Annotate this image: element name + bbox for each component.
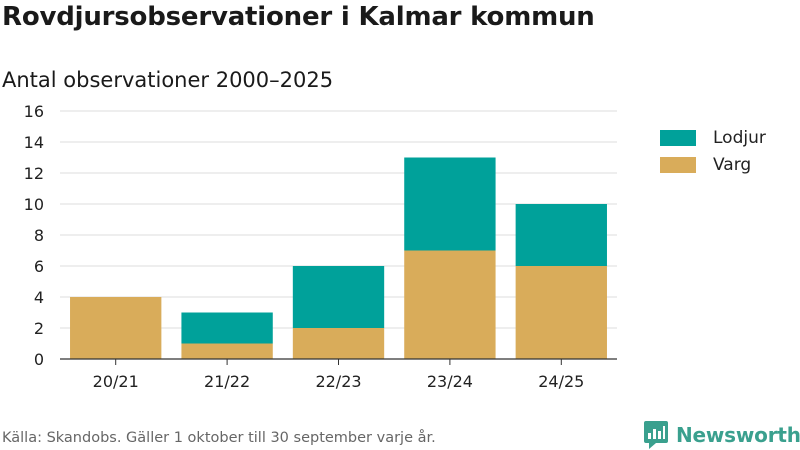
x-tick-label: 23/24 [427, 372, 473, 391]
bars [70, 157, 607, 359]
bar-varg-20-21 [70, 297, 162, 359]
legend: Lodjur Varg [660, 128, 766, 182]
bar-lodjur-21-22 [181, 312, 273, 344]
y-tick-label: 6 [34, 257, 44, 276]
y-tick-label: 14 [24, 133, 44, 152]
y-tick-label: 16 [24, 102, 44, 121]
brand-name: Newsworthy [676, 423, 800, 447]
bar-lodjur-22-23 [292, 266, 385, 328]
x-tick-label: 22/23 [315, 372, 361, 391]
bar-varg-23-24 [404, 250, 496, 359]
y-tick-label: 0 [34, 350, 44, 369]
brand[interactable]: Newsworthy [643, 420, 800, 450]
bar-lodjur-24-25 [515, 204, 607, 266]
legend-label-lodjur: Lodjur [713, 128, 766, 148]
legend-item-varg: Varg [660, 155, 766, 175]
y-tick-label: 10 [24, 195, 44, 214]
y-axis: 0 2 4 6 8 10 12 14 16 [24, 102, 44, 369]
bar-varg-22-23 [292, 328, 385, 359]
bar-varg-24-25 [515, 266, 607, 359]
chart-title: Rovdjursobservationer i Kalmar kommun [2, 2, 595, 32]
y-tick-label: 2 [34, 319, 44, 338]
source-note: Källa: Skandobs. Gäller 1 oktober till 3… [2, 430, 436, 446]
legend-swatch-lodjur [660, 130, 696, 146]
y-tick-label: 12 [24, 164, 44, 183]
x-axis: 20/21 21/22 22/23 23/24 24/25 [60, 358, 617, 391]
bar-varg-21-22 [181, 343, 273, 359]
legend-label-varg: Varg [713, 155, 752, 175]
y-tick-label: 4 [34, 288, 44, 307]
x-tick-label: 24/25 [538, 372, 584, 391]
bar-lodjur-23-24 [404, 157, 496, 251]
x-tick-label: 21/22 [204, 372, 250, 391]
y-tick-label: 8 [34, 226, 44, 245]
chart-subtitle: Antal observationer 2000–2025 [2, 68, 334, 92]
legend-item-lodjur: Lodjur [660, 128, 766, 148]
legend-swatch-varg [660, 157, 696, 173]
newsworthy-logo-icon [644, 421, 668, 449]
x-tick-label: 20/21 [93, 372, 139, 391]
